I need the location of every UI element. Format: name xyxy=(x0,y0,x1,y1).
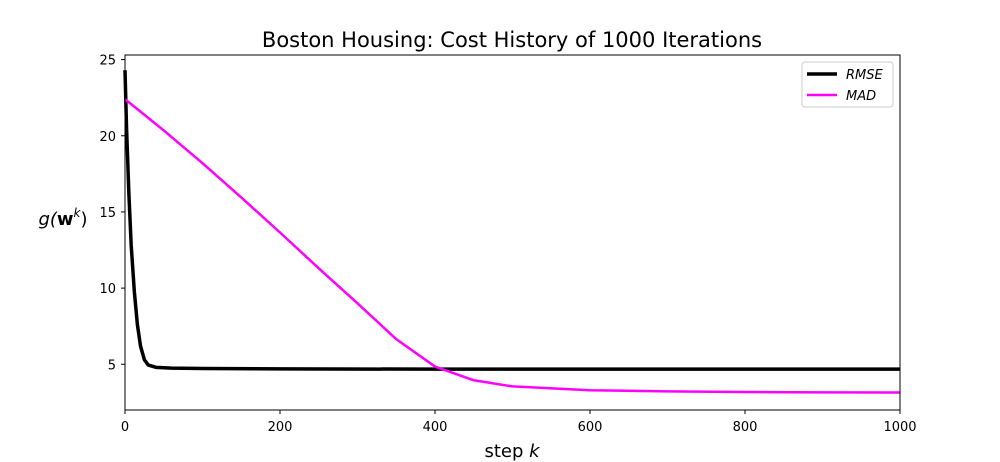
y-axis-label-w: w xyxy=(57,209,74,230)
x-tick-label: 400 xyxy=(423,420,448,435)
y-axis-label: g(wk) xyxy=(38,206,87,230)
x-tick-label: 600 xyxy=(578,420,603,435)
legend-label-rmse: RMSE xyxy=(846,68,884,83)
series-line-rmse xyxy=(123,70,900,371)
x-axis-label-var: k xyxy=(529,441,541,462)
x-tick-label: 1000 xyxy=(883,420,916,435)
y-axis-label-close: ) xyxy=(81,209,88,230)
legend: RMSE MAD xyxy=(801,61,894,108)
x-axis-ticks: 0 200 400 600 800 1000 xyxy=(121,410,917,435)
series-line-mad xyxy=(124,98,901,394)
x-axis-label-text: step xyxy=(484,441,523,462)
y-axis-label-k: k xyxy=(74,206,82,220)
x-axis-label: step k xyxy=(484,441,541,462)
legend-label-mad: MAD xyxy=(846,89,876,104)
y-tick-label: 15 xyxy=(99,206,116,221)
chart-title: Boston Housing: Cost History of 1000 Ite… xyxy=(262,28,762,52)
series-layer xyxy=(123,70,901,394)
y-tick-label: 5 xyxy=(108,358,116,373)
y-tick-label: 25 xyxy=(99,54,116,69)
y-tick-label: 10 xyxy=(99,282,116,297)
x-tick-label: 200 xyxy=(268,420,293,435)
plot-frame xyxy=(124,54,901,411)
y-axis-label-g: g( xyxy=(38,209,57,230)
y-axis-ticks: 5 10 15 20 25 xyxy=(99,54,125,373)
x-tick-label: 0 xyxy=(121,420,129,435)
y-tick-label: 20 xyxy=(99,130,116,145)
x-tick-label: 800 xyxy=(733,420,758,435)
